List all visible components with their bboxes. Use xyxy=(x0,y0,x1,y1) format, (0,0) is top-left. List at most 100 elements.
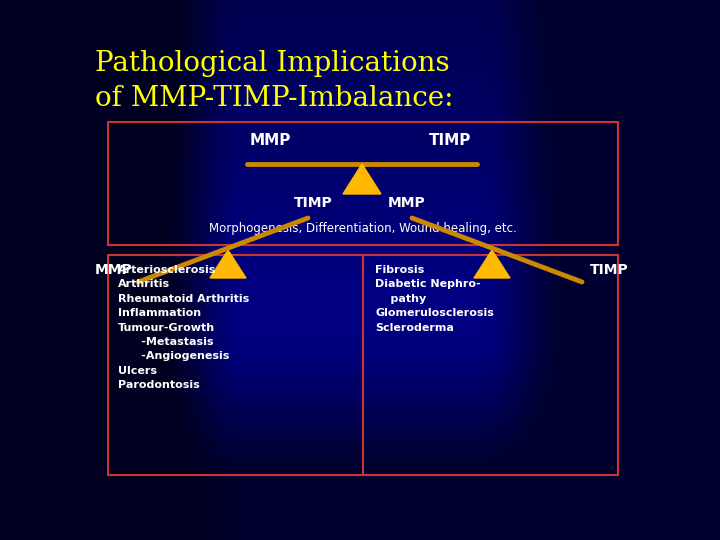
Bar xyxy=(0,165,720,168)
Bar xyxy=(0,259,720,262)
Bar xyxy=(0,248,720,252)
Bar xyxy=(0,526,720,540)
Bar xyxy=(702,0,720,540)
Bar xyxy=(618,0,720,540)
Bar xyxy=(0,147,720,151)
Polygon shape xyxy=(474,250,510,278)
Bar xyxy=(0,59,720,63)
Bar xyxy=(0,24,720,28)
Bar xyxy=(0,0,42,540)
Bar xyxy=(654,0,720,540)
Bar xyxy=(0,112,720,116)
Bar xyxy=(0,80,720,84)
Bar xyxy=(669,0,720,540)
Bar xyxy=(0,224,720,227)
Bar xyxy=(0,84,720,87)
Bar xyxy=(0,0,165,540)
Bar xyxy=(543,0,720,540)
Bar xyxy=(0,31,720,35)
Text: MMP: MMP xyxy=(388,196,426,210)
Bar xyxy=(0,375,720,540)
Bar xyxy=(0,42,720,45)
Bar xyxy=(0,351,720,540)
Bar xyxy=(627,0,720,540)
Bar xyxy=(0,238,720,241)
Bar xyxy=(0,0,213,540)
Bar xyxy=(0,488,720,540)
Bar xyxy=(483,0,720,540)
Bar xyxy=(594,0,720,540)
Bar xyxy=(510,0,720,540)
Bar xyxy=(0,516,720,540)
Bar xyxy=(0,56,720,59)
Bar xyxy=(0,0,36,540)
Bar xyxy=(0,0,54,540)
Bar xyxy=(0,0,183,540)
Bar xyxy=(0,10,720,14)
Bar xyxy=(0,498,720,540)
Bar xyxy=(0,0,6,540)
Bar xyxy=(0,344,720,540)
Bar xyxy=(0,495,720,540)
Bar xyxy=(0,502,720,540)
Bar xyxy=(0,0,57,540)
Bar xyxy=(0,463,720,540)
Bar xyxy=(516,0,720,540)
Bar xyxy=(540,0,720,540)
Bar xyxy=(636,0,720,540)
Bar xyxy=(0,417,720,540)
Bar xyxy=(660,0,720,540)
Text: Arteriosclerosis
Arthritis
Rheumatoid Arthritis
Inflammation
Tumour-Growth
     : Arteriosclerosis Arthritis Rheumatoid Ar… xyxy=(118,265,249,390)
Bar xyxy=(573,0,720,540)
Bar xyxy=(0,0,159,540)
Bar xyxy=(0,266,720,269)
Bar xyxy=(0,154,720,158)
Bar xyxy=(0,70,720,73)
Bar xyxy=(0,530,720,540)
Bar xyxy=(0,210,720,213)
Bar xyxy=(0,442,720,540)
Bar xyxy=(0,533,720,540)
Bar xyxy=(0,456,720,540)
Bar xyxy=(0,175,720,179)
Bar xyxy=(0,245,720,248)
Bar xyxy=(0,358,720,540)
Bar xyxy=(0,0,63,540)
Bar xyxy=(0,119,720,123)
Bar xyxy=(600,0,720,540)
Bar xyxy=(0,241,720,245)
Bar xyxy=(0,0,222,540)
Text: TIMP: TIMP xyxy=(294,196,333,210)
Bar xyxy=(0,0,27,540)
Bar xyxy=(0,0,192,540)
Bar xyxy=(513,0,720,540)
Bar xyxy=(0,172,720,175)
Bar xyxy=(651,0,720,540)
Bar xyxy=(0,144,720,147)
Bar xyxy=(576,0,720,540)
Bar xyxy=(0,0,216,540)
Bar xyxy=(0,460,720,540)
Text: Fibrosis
Diabetic Nephro-
    pathy
Glomerulosclerosis
Scleroderma: Fibrosis Diabetic Nephro- pathy Glomerul… xyxy=(375,265,494,333)
Bar xyxy=(0,0,180,540)
Bar xyxy=(696,0,720,540)
Bar xyxy=(717,0,720,540)
Bar xyxy=(612,0,720,540)
Polygon shape xyxy=(210,250,246,278)
Bar xyxy=(0,0,207,540)
Bar xyxy=(0,87,720,91)
Bar xyxy=(519,0,720,540)
Bar xyxy=(0,0,108,540)
Bar xyxy=(0,491,720,540)
Bar xyxy=(537,0,720,540)
Bar xyxy=(0,0,60,540)
Bar xyxy=(0,77,720,80)
Text: TIMP: TIMP xyxy=(429,133,471,148)
Bar xyxy=(0,0,66,540)
Bar xyxy=(0,262,720,266)
Bar xyxy=(0,348,720,540)
Bar xyxy=(642,0,720,540)
Text: MMP: MMP xyxy=(249,133,291,148)
Bar xyxy=(0,217,720,220)
Bar xyxy=(0,0,168,540)
